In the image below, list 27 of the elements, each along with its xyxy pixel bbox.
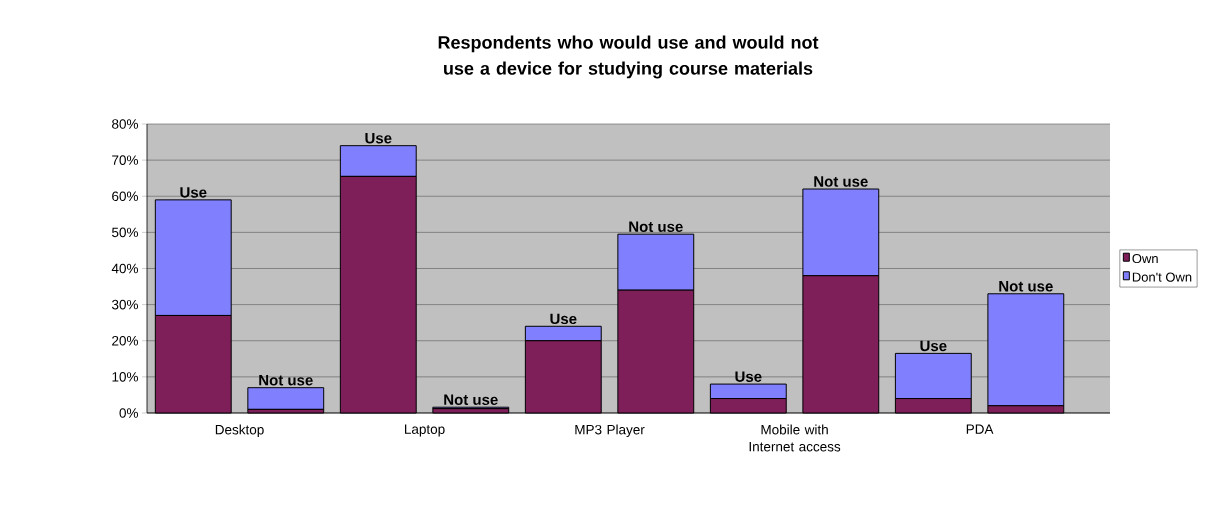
y-tick-label: 0%	[119, 408, 138, 418]
x-tick-label: MP3 Player	[575, 424, 645, 438]
y-tick-label: 60%	[112, 191, 138, 202]
y-tick-label: 70%	[112, 155, 138, 165]
y-tick-label: 80%	[112, 119, 138, 129]
chart-title: Respondents who would use and would not use a device for studying course materials	[438, 35, 819, 79]
data-label: Use	[365, 133, 392, 144]
y-tick-label: 10%	[112, 372, 138, 382]
y-tick-label: 20%	[112, 335, 138, 346]
y-tick-label: 30%	[111, 299, 138, 310]
data-label: Not use	[259, 375, 313, 386]
data-label: Use	[735, 371, 762, 382]
x-tick-label: Laptop	[405, 424, 445, 437]
data-label: Use	[920, 340, 947, 352]
data-label: Use	[180, 187, 207, 198]
y-tick-label: 40%	[111, 263, 138, 274]
legend-label: Don't Own	[1132, 272, 1192, 282]
data-label: Use	[550, 313, 577, 325]
y-tick-label: 50%	[111, 227, 138, 238]
x-tick-label: Desktop	[215, 424, 264, 438]
legend-label: Own	[1132, 253, 1158, 264]
data-label: Not use	[444, 394, 498, 405]
x-tick-label: Mobile with Internet access	[749, 424, 841, 452]
data-label: Not use	[629, 221, 683, 232]
x-tick-label: PDA	[966, 424, 994, 434]
data-label: Not use	[999, 281, 1053, 292]
data-label: Not use	[814, 176, 868, 187]
